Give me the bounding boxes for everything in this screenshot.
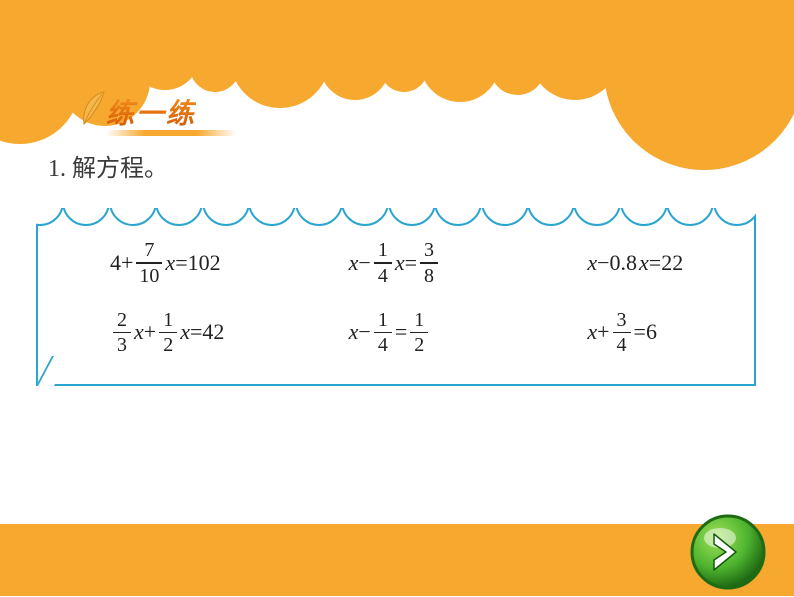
- next-button[interactable]: [688, 512, 768, 592]
- section-title: 练一练: [106, 99, 196, 130]
- equation-grid: 4+710x=102x−14x=38x−0.8x=2223x + 12x=42x…: [38, 240, 754, 355]
- section-header: 练一练: [78, 90, 196, 132]
- equation-eq6: x+34=6: [515, 310, 754, 356]
- bottom-orange-bar: [0, 524, 794, 596]
- arrow-right-icon: [688, 512, 768, 592]
- equation-eq4: 23x + 12x=42: [38, 310, 277, 356]
- equation-eq5: x−14=12: [277, 310, 516, 356]
- card-corner-fold: [36, 356, 70, 386]
- equation-eq2: x−14x=38: [277, 240, 516, 286]
- problem-label: 1. 解方程。: [48, 148, 168, 183]
- equation-eq1: 4+710x=102: [38, 240, 277, 286]
- equation-eq3: x−0.8x=22: [515, 240, 754, 286]
- equation-card: 4+710x=102x−14x=38x−0.8x=2223x + 12x=42x…: [36, 210, 756, 386]
- title-underline: [106, 130, 236, 136]
- card-scallop-border: [36, 208, 756, 226]
